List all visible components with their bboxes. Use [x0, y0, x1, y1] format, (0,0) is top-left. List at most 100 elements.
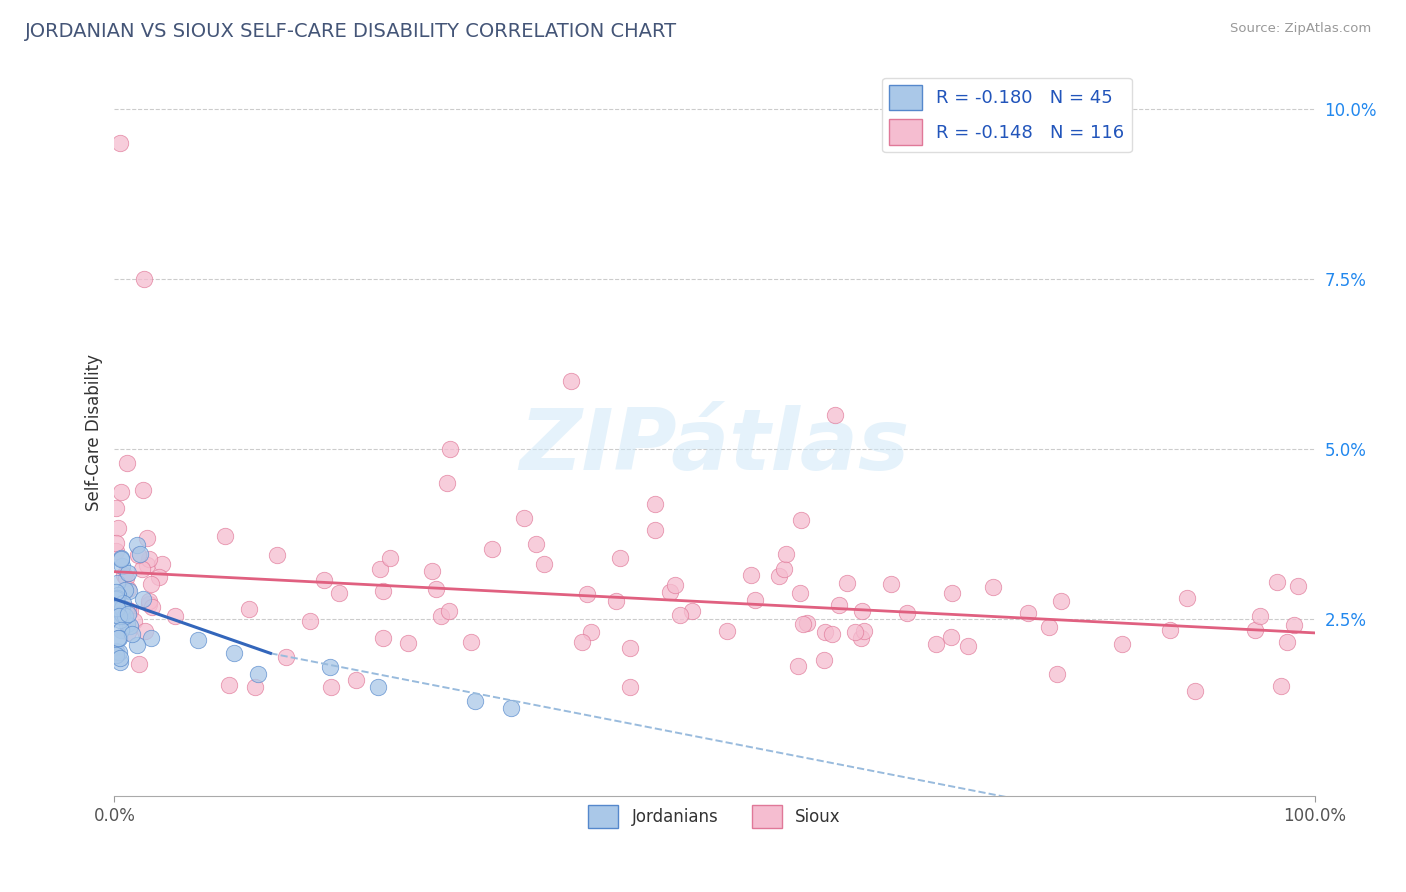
Point: [744, 593, 766, 607]
Point: [664, 578, 686, 592]
Point: [983, 580, 1005, 594]
Point: [436, 476, 458, 491]
Point: [879, 576, 901, 591]
Point: [460, 635, 482, 649]
Point: [821, 627, 844, 641]
Point: [110, 550, 132, 565]
Point: [115, 571, 138, 585]
Point: [1270, 679, 1292, 693]
Point: [108, 645, 131, 659]
Point: [120, 604, 142, 618]
Point: [644, 523, 666, 537]
Point: [368, 562, 391, 576]
Point: [214, 528, 236, 542]
Point: [110, 136, 132, 151]
Point: [896, 606, 918, 620]
Point: [813, 624, 835, 639]
Point: [104, 607, 127, 622]
Point: [104, 643, 127, 657]
Point: [107, 631, 129, 645]
Point: [104, 592, 127, 607]
Point: [437, 604, 460, 618]
Point: [644, 497, 666, 511]
Point: [110, 552, 132, 566]
Legend: Jordanians, Sioux: Jordanians, Sioux: [582, 798, 848, 835]
Point: [571, 635, 593, 649]
Point: [824, 409, 846, 423]
Point: [396, 636, 419, 650]
Point: [110, 650, 132, 665]
Point: [224, 646, 246, 660]
Point: [463, 694, 485, 708]
Point: [107, 631, 129, 645]
Point: [117, 625, 139, 640]
Point: [108, 655, 131, 669]
Point: [1249, 609, 1271, 624]
Point: [1017, 607, 1039, 621]
Point: [187, 632, 209, 647]
Point: [1267, 575, 1289, 590]
Point: [128, 657, 150, 671]
Point: [319, 660, 342, 674]
Point: [117, 607, 139, 621]
Point: [328, 586, 350, 600]
Point: [775, 547, 797, 561]
Point: [319, 681, 342, 695]
Point: [127, 638, 149, 652]
Point: [1111, 637, 1133, 651]
Point: [135, 531, 157, 545]
Point: [112, 596, 135, 610]
Text: Source: ZipAtlas.com: Source: ZipAtlas.com: [1230, 22, 1371, 36]
Point: [131, 562, 153, 576]
Point: [114, 583, 136, 598]
Point: [579, 625, 602, 640]
Point: [716, 624, 738, 639]
Point: [110, 601, 132, 615]
Point: [134, 624, 156, 639]
Point: [127, 548, 149, 562]
Point: [1184, 683, 1206, 698]
Point: [274, 650, 297, 665]
Point: [312, 574, 335, 588]
Y-axis label: Self-Care Disability: Self-Care Disability: [86, 354, 103, 511]
Point: [117, 582, 139, 597]
Point: [115, 601, 138, 615]
Point: [104, 648, 127, 662]
Point: [1046, 666, 1069, 681]
Point: [512, 511, 534, 525]
Point: [941, 586, 963, 600]
Point: [378, 550, 401, 565]
Point: [117, 566, 139, 581]
Point: [112, 568, 135, 582]
Point: [790, 513, 813, 527]
Point: [108, 609, 131, 624]
Point: [533, 558, 555, 572]
Point: [139, 577, 162, 591]
Point: [131, 483, 153, 498]
Point: [132, 591, 155, 606]
Point: [373, 631, 395, 645]
Point: [371, 584, 394, 599]
Point: [138, 597, 160, 611]
Point: [127, 537, 149, 551]
Point: [827, 598, 849, 612]
Point: [576, 587, 599, 601]
Point: [104, 543, 127, 558]
Point: [115, 616, 138, 631]
Point: [852, 624, 875, 638]
Point: [247, 666, 270, 681]
Point: [299, 614, 322, 628]
Point: [768, 568, 790, 582]
Point: [138, 552, 160, 566]
Point: [786, 659, 808, 673]
Point: [344, 673, 367, 687]
Point: [524, 537, 547, 551]
Point: [740, 568, 762, 582]
Point: [117, 603, 139, 617]
Point: [924, 637, 946, 651]
Point: [108, 613, 131, 627]
Point: [266, 549, 288, 563]
Point: [117, 456, 139, 470]
Point: [150, 557, 173, 571]
Point: [121, 627, 143, 641]
